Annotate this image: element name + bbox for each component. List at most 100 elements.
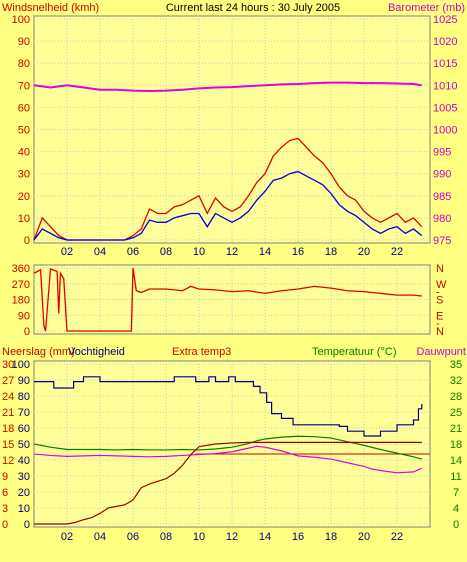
hour-tick-label: 18	[325, 531, 337, 543]
rain-tick-label: 27	[2, 375, 14, 387]
temperature-tick-label: 35	[450, 359, 462, 371]
direction-tick-label: 90	[18, 310, 30, 322]
barometer-tick-label: 985	[433, 191, 451, 203]
temperature-tick-label: 21	[450, 423, 462, 435]
series-line-navy	[34, 376, 423, 437]
barometer-tick-label: 1010	[433, 80, 457, 92]
hour-tick-label: 06	[127, 531, 139, 543]
wind-tick-label: 20	[18, 191, 30, 203]
series-line-dark_red	[34, 441, 422, 525]
hour-tick-label: 14	[259, 246, 271, 258]
hour-tick-label: 10	[193, 531, 205, 543]
barometer-tick-label: 1020	[433, 36, 457, 48]
hour-tick-label: 08	[160, 531, 172, 543]
chart-panels: 0102030405060708090100975980985990995100…	[2, 14, 462, 543]
humidity-tick-label: 80	[18, 391, 30, 403]
humidity-tick-label: 90	[18, 375, 30, 387]
wind-tick-label: 80	[18, 58, 30, 70]
compass-tick-label: -	[436, 318, 440, 330]
hour-tick-label: 04	[94, 246, 106, 258]
rain-tick-label: 24	[2, 391, 14, 403]
barometer-tick-label: 1005	[433, 102, 457, 114]
wind-tick-label: 100	[12, 14, 30, 26]
direction-tick-label: 0	[24, 326, 30, 338]
humidity-tick-label: 60	[18, 423, 30, 435]
wind-tick-label: 60	[18, 102, 30, 114]
hour-tick-label: 08	[160, 246, 172, 258]
series-line-blue	[33, 170, 423, 241]
compass-tick-label: -	[436, 287, 440, 299]
temperature-tick-label: 28	[450, 391, 462, 403]
header-center-title: Current last 24 hours : 30 July 2005	[166, 2, 340, 14]
temperature-tick-label: 11	[450, 471, 461, 483]
rain-axis-label: Neerslag (mm)	[2, 346, 75, 358]
wind-tick-label: 10	[18, 213, 30, 225]
rain-tick-label: 18	[2, 423, 14, 435]
barometer-tick-label: 990	[433, 169, 451, 181]
direction-tick-label: 180	[12, 295, 30, 307]
humidity-tick-label: 40	[18, 455, 30, 467]
series-line-magenta	[33, 81, 422, 93]
temperature-tick-label: 14	[450, 455, 462, 467]
humidity-tick-label: 20	[18, 487, 30, 499]
temperature-tick-label: 4	[453, 503, 459, 515]
wind-tick-label: 40	[18, 147, 30, 159]
rain-tick-label: 6	[2, 487, 8, 499]
wind-tick-label: 90	[18, 36, 30, 48]
barometer-tick-label: 995	[433, 147, 451, 159]
direction-tick-label: 360	[12, 263, 30, 275]
barometer-tick-label: 975	[433, 235, 451, 247]
rain-tick-label: 30	[2, 359, 14, 371]
barometer-tick-label: 1015	[433, 58, 457, 70]
hour-tick-label: 22	[391, 246, 403, 258]
hour-tick-label: 22	[391, 531, 403, 543]
wind-tick-label: 50	[18, 125, 30, 137]
header-right-title: Barometer (mb)	[388, 2, 465, 14]
compass-tick-label: W	[436, 279, 447, 291]
series-line-direction	[33, 267, 422, 332]
hour-tick-label: 18	[325, 246, 337, 258]
temperature-tick-label: 7	[453, 487, 459, 499]
rain-tick-label: 12	[2, 455, 14, 467]
temperature-tick-label: 18	[450, 439, 462, 451]
hour-tick-label: 20	[358, 246, 370, 258]
humidity-tick-label: 100	[12, 359, 30, 371]
humidity-tick-label: 30	[18, 471, 30, 483]
rain-tick-label: 9	[2, 471, 8, 483]
barometer-tick-label: 980	[433, 213, 451, 225]
barometer-tick-label: 1000	[433, 125, 457, 137]
series-line-magenta	[33, 445, 422, 474]
wind-tick-label: 70	[18, 80, 30, 92]
dewpoint-axis-label: Dauwpunt	[416, 346, 466, 358]
humidity-tick-label: 50	[18, 439, 30, 451]
hour-tick-label: 16	[292, 246, 304, 258]
humidity-tick-label: 70	[18, 407, 30, 419]
hour-tick-label: 14	[259, 531, 271, 543]
hour-tick-label: 12	[226, 246, 238, 258]
compass-tick-label: N	[436, 263, 444, 275]
hour-tick-label: 06	[127, 246, 139, 258]
compass-tick-label: S	[436, 295, 443, 307]
extra-temp-label: Extra temp3	[172, 346, 231, 358]
hour-tick-label: 02	[61, 531, 73, 543]
humidity-tick-label: 0	[24, 519, 30, 531]
barometer-tick-label: 1025	[433, 14, 457, 26]
hour-tick-label: 16	[292, 531, 304, 543]
rain-tick-label: 0	[2, 519, 8, 531]
compass-tick-label: E	[436, 310, 443, 322]
temperature-tick-label: 25	[450, 407, 462, 419]
hour-tick-label: 02	[61, 246, 73, 258]
compass-tick-label: N	[436, 326, 444, 338]
temperature-tick-label: 0	[453, 519, 459, 531]
humidity-tick-label: 10	[18, 503, 30, 515]
hour-tick-label: 12	[226, 531, 238, 543]
humidity-axis-label: Vochtigheid	[68, 346, 125, 358]
temperature-axis-label: Temperatuur (°C)	[312, 346, 396, 358]
series-line-green	[33, 435, 422, 460]
header-left-title: Windsnelheid (kmh)	[2, 2, 99, 14]
rain-tick-label: 3	[2, 503, 8, 515]
hour-tick-label: 20	[358, 531, 370, 543]
hour-tick-label: 10	[193, 246, 205, 258]
temperature-tick-label: 32	[450, 375, 462, 387]
